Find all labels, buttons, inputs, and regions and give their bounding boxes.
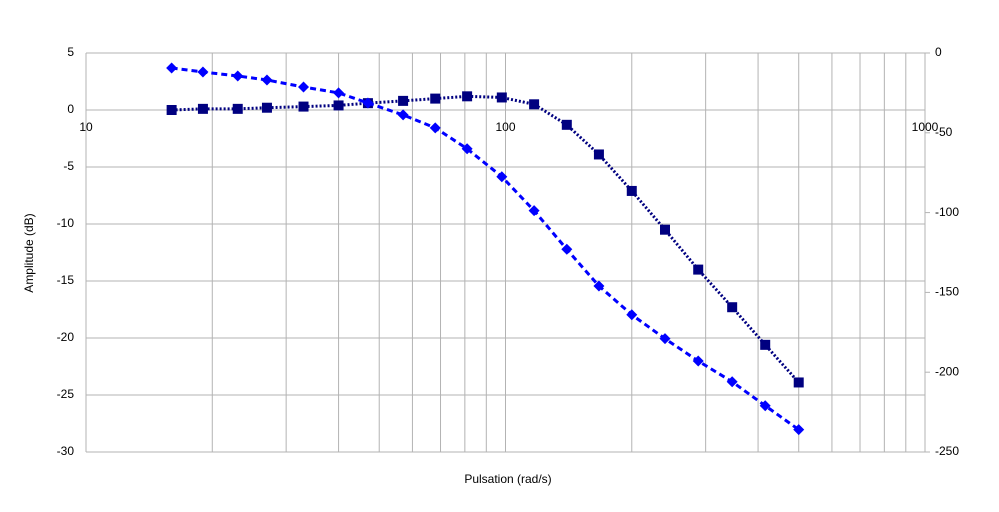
y2-tick-label: -100 [935, 205, 959, 219]
marker-square [659, 224, 670, 235]
marker-diamond [528, 205, 540, 217]
x-tick-label: 1000 [912, 120, 939, 134]
marker-square [693, 264, 704, 275]
marker-square [760, 339, 771, 350]
marker-diamond [197, 66, 209, 78]
marker-diamond [397, 109, 409, 121]
marker-diamond [793, 424, 805, 436]
y-tick-label: 0 [67, 102, 74, 116]
marker-diamond [461, 143, 473, 155]
y2-tick-label: -200 [935, 364, 959, 378]
marker-square [496, 92, 507, 103]
y2-tick-label: -250 [935, 444, 959, 458]
marker-square [232, 103, 243, 114]
marker-diamond [593, 280, 605, 292]
marker-square [197, 103, 208, 114]
y2-tick-label: -150 [935, 285, 959, 299]
y-tick-label: 5 [67, 45, 74, 59]
marker-diamond [659, 333, 671, 345]
y-tick-label: -20 [57, 330, 75, 344]
marker-square [529, 99, 540, 110]
marker-square [793, 377, 804, 388]
marker-diamond [726, 376, 738, 388]
marker-square [398, 95, 409, 106]
y-tick-label: -25 [57, 387, 75, 401]
marker-square [626, 185, 637, 196]
series-line [171, 66, 800, 431]
y-axis-label: Amplitude (dB) [22, 213, 36, 292]
marker-diamond [692, 355, 704, 367]
marker-diamond [759, 400, 771, 412]
marker-diamond [561, 243, 573, 255]
y-tick-label: -5 [63, 159, 74, 173]
marker-diamond [333, 87, 345, 99]
marker-square [298, 101, 309, 112]
marker-square [727, 302, 738, 313]
marker-diamond [261, 74, 273, 86]
marker-square [333, 100, 344, 111]
marker-diamond [626, 309, 638, 321]
y-tick-label: -10 [57, 216, 75, 230]
marker-square [430, 93, 441, 104]
marker-square [166, 105, 177, 115]
marker-diamond [298, 81, 310, 93]
y2-tick-label: -50 [935, 125, 953, 139]
marker-diamond [496, 171, 508, 183]
marker-square [561, 119, 572, 130]
marker-square [593, 149, 604, 160]
y-tick-label: -15 [57, 273, 75, 287]
marker-diamond [232, 70, 244, 82]
series-line [171, 94, 800, 384]
marker-diamond [362, 97, 374, 109]
x-tick-label: 10 [79, 120, 93, 134]
y-tick-label: -30 [57, 444, 75, 458]
marker-diamond [429, 122, 441, 134]
marker-square [462, 91, 473, 102]
x-tick-label: 100 [495, 120, 515, 134]
y2-tick-label: 0 [935, 45, 942, 59]
marker-diamond [166, 62, 178, 74]
x-axis-label: Pulsation (rad/s) [464, 472, 551, 486]
marker-square [261, 102, 272, 113]
